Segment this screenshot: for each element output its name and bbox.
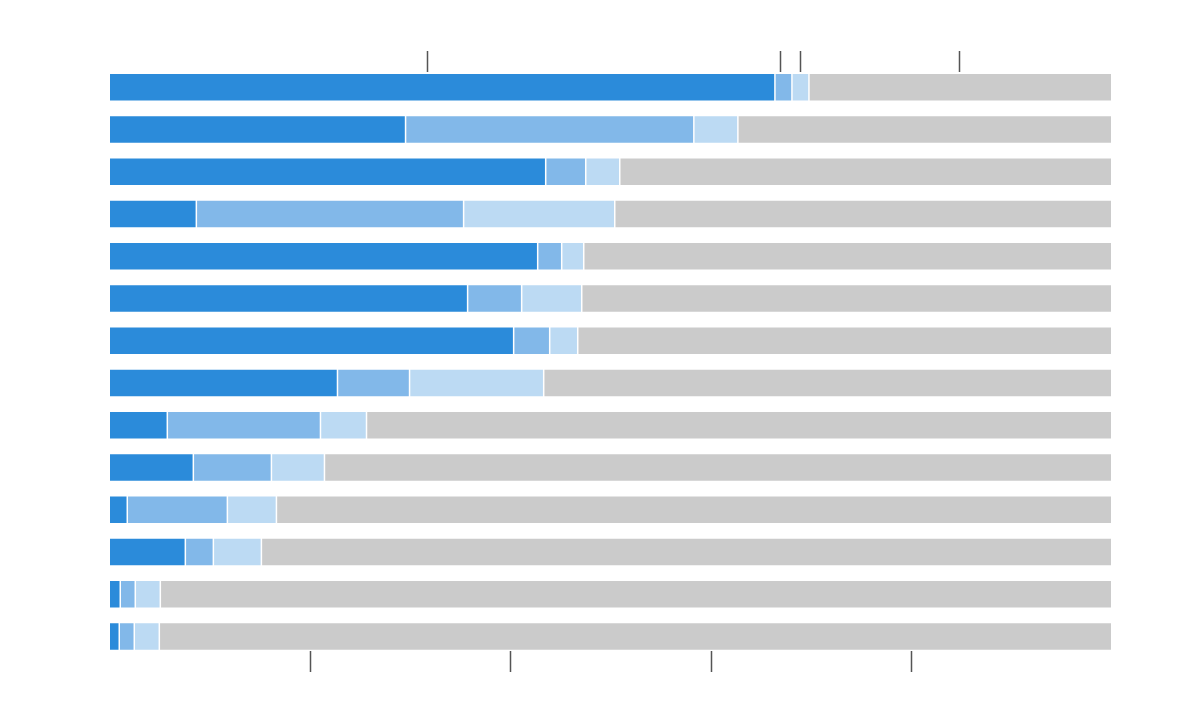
bar-segment (110, 412, 167, 439)
bar-segment (522, 285, 581, 312)
bar-row (110, 200, 1111, 228)
bar-segment (338, 369, 409, 397)
bar-segment (110, 200, 196, 228)
bar-segment (110, 581, 120, 608)
bar-segment (538, 243, 561, 270)
bar-segment (620, 158, 1111, 185)
bar-segment (135, 623, 159, 650)
bar-segment (197, 200, 463, 228)
bar-segment (468, 285, 521, 312)
bar-row (110, 116, 1111, 143)
bar-segment (546, 158, 585, 185)
bar-segment (228, 496, 276, 523)
bar-segment (367, 412, 1111, 439)
bar-row (110, 538, 1111, 566)
bar-segment (110, 243, 537, 270)
bar-row (110, 454, 1112, 481)
bar-segment (775, 74, 792, 101)
bar-segment (110, 285, 467, 312)
bar-segment (406, 116, 694, 143)
bar-segment (120, 623, 134, 650)
bar-segment (110, 116, 405, 143)
bar-row (110, 496, 1111, 523)
bar-segment (809, 74, 1111, 101)
bar-row (110, 412, 1111, 439)
bar-segment (584, 243, 1111, 270)
bar-segment (161, 581, 1112, 608)
bar-segment (194, 454, 271, 481)
bar-segment (110, 158, 545, 185)
bar-segment (168, 412, 320, 439)
bar-row (110, 285, 1111, 312)
bar-segment (160, 623, 1112, 650)
bar-row (110, 74, 1111, 101)
bar-segment (694, 116, 738, 143)
bar-row (110, 369, 1111, 397)
bar-segment (792, 74, 809, 101)
bar-segment (186, 538, 213, 566)
bar-segment (272, 454, 324, 481)
bar-row (110, 623, 1112, 650)
bar-row (110, 327, 1111, 354)
bar-segment (110, 454, 193, 481)
bar-segment (582, 285, 1111, 312)
bar-segment (550, 327, 577, 354)
bar-segment (262, 538, 1111, 566)
bar-segment (578, 327, 1111, 354)
bar-segment (128, 496, 227, 523)
bars-group (110, 74, 1112, 650)
bar-segment (562, 243, 583, 270)
bar-segment (110, 496, 127, 523)
bar-segment (514, 327, 549, 354)
bar-segment (110, 327, 513, 354)
bar-segment (110, 74, 775, 101)
bar-row (110, 158, 1111, 185)
bar-segment (110, 369, 337, 397)
bar-row (110, 581, 1112, 608)
bar-segment (586, 158, 620, 185)
bar-segment (615, 200, 1111, 228)
ticks-group (309, 51, 961, 672)
bar-segment (136, 581, 160, 608)
bar-segment (410, 369, 543, 397)
bar-row (110, 243, 1111, 270)
bar-segment (544, 369, 1111, 397)
bar-segment (277, 496, 1111, 523)
bar-segment (325, 454, 1112, 481)
bar-segment (214, 538, 261, 566)
bar-segment (121, 581, 135, 608)
bar-segment (738, 116, 1111, 143)
bar-segment (110, 538, 185, 566)
bar-segment (321, 412, 366, 439)
bar-segment (464, 200, 614, 228)
bar-segment (110, 623, 119, 650)
